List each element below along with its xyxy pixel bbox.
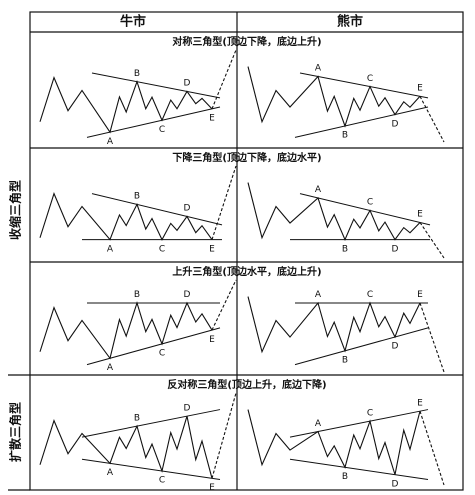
point-label: D <box>392 244 399 254</box>
point-label: B <box>342 131 348 141</box>
point-label: C <box>367 198 373 208</box>
point-label: B <box>134 192 140 202</box>
point-label: B <box>342 244 348 254</box>
price-path <box>247 182 421 241</box>
bear-header: 熊市 <box>337 14 363 30</box>
point-label: D <box>392 119 399 129</box>
breakout <box>419 222 445 259</box>
point-label: A <box>315 185 322 195</box>
point-label: E <box>417 210 423 220</box>
point-label: C <box>159 349 165 359</box>
point-label: A <box>107 363 114 373</box>
trend-line <box>289 409 429 438</box>
point-label: B <box>342 472 348 482</box>
trend-line <box>81 409 221 438</box>
breakout <box>211 279 237 331</box>
price-path <box>39 416 213 479</box>
trend-line <box>294 106 429 138</box>
trend-line <box>289 458 429 480</box>
trend-line <box>81 458 221 480</box>
point-label: E <box>209 335 215 345</box>
breakout <box>419 410 445 486</box>
row-title: 下降三角型(顶边下降，底边水平) <box>172 151 321 164</box>
point-label: A <box>107 137 114 147</box>
point-label: A <box>315 419 322 429</box>
point-label: A <box>315 64 322 74</box>
point-label: A <box>107 468 114 478</box>
price-path <box>247 296 421 354</box>
point-label: E <box>417 290 423 300</box>
point-label: E <box>417 84 423 94</box>
table-border <box>29 11 464 491</box>
point-label: D <box>184 403 191 413</box>
breakout <box>211 49 237 110</box>
trend-line <box>86 327 221 366</box>
point-label: B <box>342 356 348 366</box>
price-path <box>39 192 213 241</box>
point-label: B <box>134 413 140 423</box>
point-label: A <box>315 290 322 300</box>
row-title: 上升三角型(顶边水平，底边上升) <box>172 265 321 278</box>
price-path <box>39 301 213 360</box>
point-label: C <box>159 125 165 135</box>
point-label: B <box>134 69 140 79</box>
point-label: B <box>134 290 140 300</box>
breakout <box>211 165 237 240</box>
point-label: E <box>209 244 215 254</box>
trend-line <box>294 327 429 366</box>
point-label: C <box>367 408 373 418</box>
point-label: C <box>367 290 373 300</box>
breakout <box>211 392 237 479</box>
trend-line <box>91 72 221 99</box>
point-label: A <box>107 244 114 254</box>
price-path <box>247 66 421 128</box>
price-path <box>247 409 421 475</box>
trend-line <box>86 106 221 138</box>
point-label: C <box>367 74 373 84</box>
price-path <box>39 76 213 134</box>
trend-line <box>299 72 429 99</box>
point-label: D <box>184 204 191 214</box>
breakout <box>419 96 445 143</box>
side-label: 收缩三角型 <box>8 180 23 240</box>
bull-header: 牛市 <box>120 14 146 30</box>
breakout <box>419 302 445 373</box>
row-title: 对称三角型(顶边下降，底边上升) <box>172 35 321 48</box>
point-label: E <box>417 398 423 408</box>
point-label: D <box>184 290 191 300</box>
point-label: D <box>392 479 399 489</box>
point-label: E <box>209 483 215 493</box>
trend-line <box>299 193 431 226</box>
side-label: 扩散三角型 <box>8 402 23 462</box>
point-label: D <box>392 342 399 352</box>
point-label: C <box>159 244 165 254</box>
row-title: 反对称三角型(顶边上升，底边下降) <box>167 378 326 391</box>
point-label: C <box>159 476 165 486</box>
point-label: D <box>184 79 191 89</box>
trend-line <box>91 193 223 226</box>
point-label: E <box>209 114 215 124</box>
